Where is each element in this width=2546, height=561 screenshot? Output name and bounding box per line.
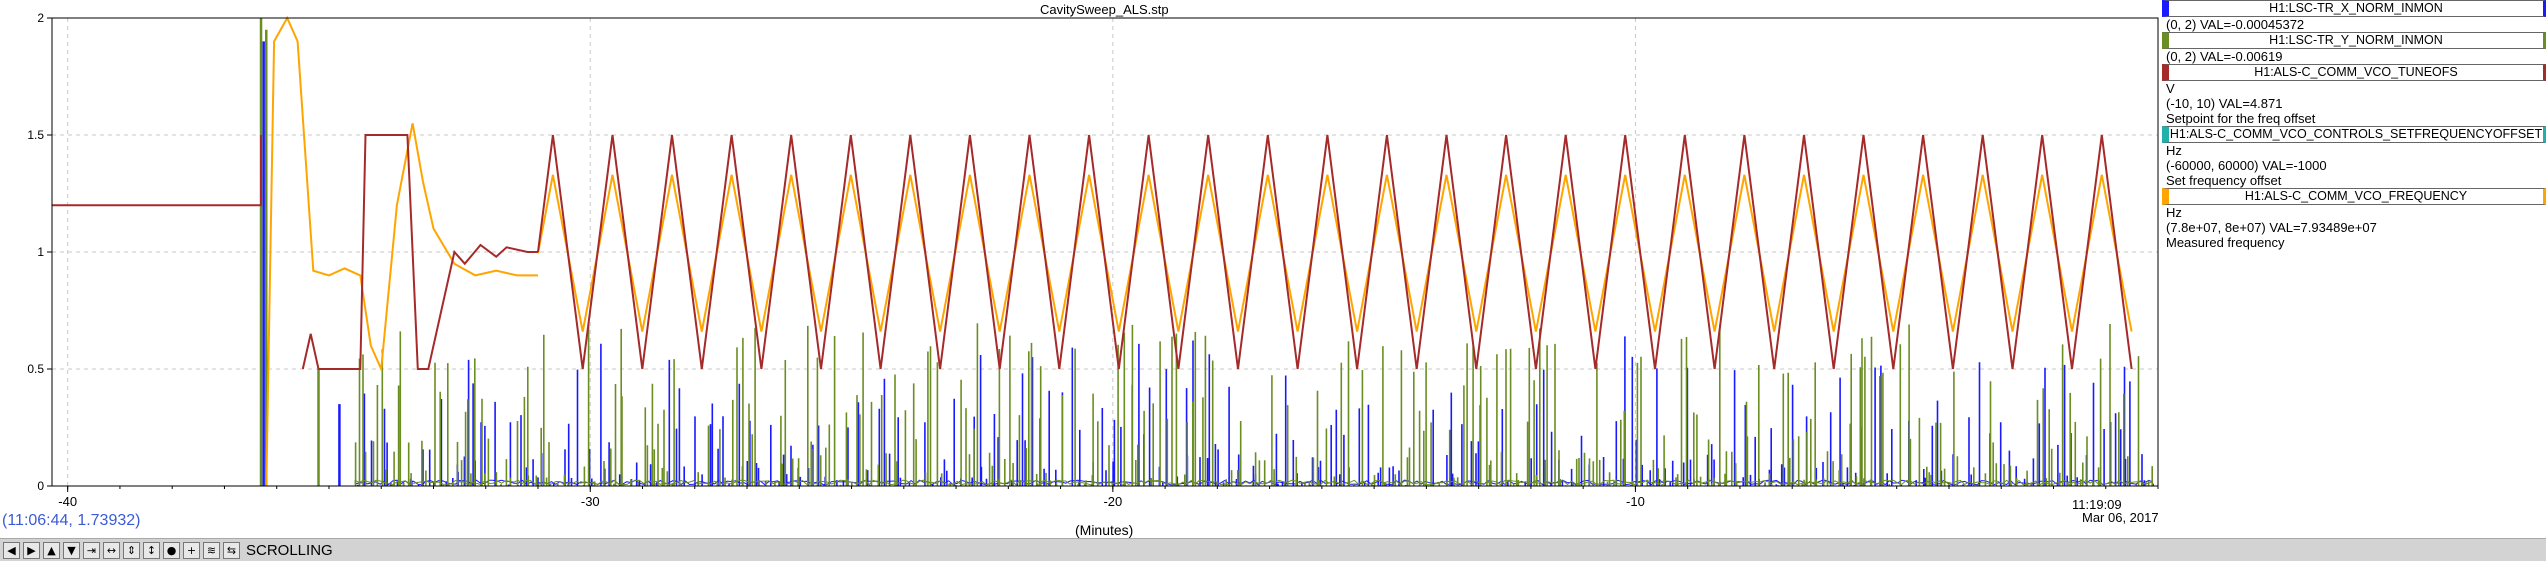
plus-icon[interactable]: +	[183, 541, 200, 559]
left-icon[interactable]: ◀	[3, 541, 20, 559]
plot-frame	[51, 17, 2159, 487]
mode-label: SCROLLING	[246, 541, 333, 559]
series-0-sweep	[537, 134, 2133, 370]
legend-info-0-0: (0, 2) VAL=-0.00045372	[2166, 17, 2305, 32]
stop-icon[interactable]: ●	[163, 541, 180, 559]
legend-info-4-1: (7.8e+07, 8e+07) VAL=7.93489e+07	[2166, 220, 2377, 235]
x-tick-label: -30	[581, 494, 600, 509]
legend-info-4-2: Measured frequency	[2166, 235, 2285, 250]
legend-info-4-0: Hz	[2166, 205, 2182, 220]
chart-title: CavitySweep_ALS.stp	[1040, 2, 1169, 17]
legend-info-3-2: Set frequency offset	[2166, 173, 2282, 188]
x-tick-label: -10	[1626, 494, 1645, 509]
scroll-toolbar: ◀ ▶ ▲ ▼ ⇥ ↔ ⇕ ↕ ● + ≋ ⇆ SCROLLING	[0, 538, 2546, 561]
timestamp-date: Mar 06, 2017	[2082, 510, 2159, 525]
legend-info-3-0: Hz	[2166, 143, 2182, 158]
timestamp-time: 11:19:09	[2072, 497, 2122, 512]
series-1-sweep	[537, 174, 2133, 332]
series-2-baseline	[354, 479, 2153, 486]
expand-y-icon[interactable]: ↕	[143, 541, 160, 559]
x-tick-label: -40	[58, 494, 77, 509]
scroll-icon[interactable]: ⇆	[223, 541, 240, 559]
autoscale-icon[interactable]: ≋	[203, 541, 220, 559]
compress-y-icon[interactable]: ⇕	[123, 541, 140, 559]
y-tick-label: 2	[37, 11, 44, 25]
expand-x-icon[interactable]: ↔	[103, 541, 120, 559]
y-tick-label: 0	[37, 479, 44, 493]
legend-channel-1[interactable]: H1:LSC-TR_Y_NORM_INMON	[2162, 32, 2546, 49]
x-tick-label: -20	[1103, 494, 1122, 509]
compress-x-icon[interactable]: ⇥	[83, 541, 100, 559]
legend-info-2-0: V	[2166, 81, 2175, 96]
series-1-segment-0	[265, 15, 538, 487]
series-3-baseline	[354, 479, 2153, 486]
x-axis-label: (Minutes)	[1075, 522, 1134, 538]
cursor-readout: (11:06:44, 1.73932)	[2, 512, 141, 529]
legend-info-2-1: (-10, 10) VAL=4.871	[2166, 96, 2283, 111]
legend-channel-2[interactable]: H1:ALS-C_COMM_VCO_TUNEOFS	[2162, 64, 2546, 81]
y-tick-label: 1.5	[27, 128, 44, 142]
channel-legend: H1:LSC-TR_X_NORM_INMON (0, 2) VAL=-0.0004…	[2162, 0, 2546, 250]
legend-channel-4[interactable]: H1:ALS-C_COMM_VCO_FREQUENCY	[2162, 188, 2546, 205]
y-tick-label: 1	[37, 245, 44, 259]
legend-info-3-1: (-60000, 60000) VAL=-1000	[2166, 158, 2327, 173]
chart-grid	[52, 18, 2158, 486]
down-icon[interactable]: ▼	[63, 541, 80, 559]
legend-channel-0[interactable]: H1:LSC-TR_X_NORM_INMON	[2162, 0, 2546, 17]
y-tick-label: 0.5	[27, 362, 44, 376]
series-3-spikes	[354, 323, 2153, 486]
series-0-segment-0	[52, 135, 262, 207]
series-0-segment-1	[301, 134, 538, 370]
up-icon[interactable]: ▲	[43, 541, 60, 559]
chart-ticks: 0 0.5 1 1.5 2 -40 -30 -20 -10	[27, 11, 2159, 509]
legend-info-2-2: Setpoint for the freq offset	[2166, 111, 2316, 126]
legend-info-1-0: (0, 2) VAL=-0.00619	[2166, 49, 2283, 64]
right-icon[interactable]: ▶	[23, 541, 40, 559]
legend-channel-3[interactable]: H1:ALS-C_COMM_VCO_CONTROLS_SETFREQUENCYO…	[2162, 126, 2546, 143]
